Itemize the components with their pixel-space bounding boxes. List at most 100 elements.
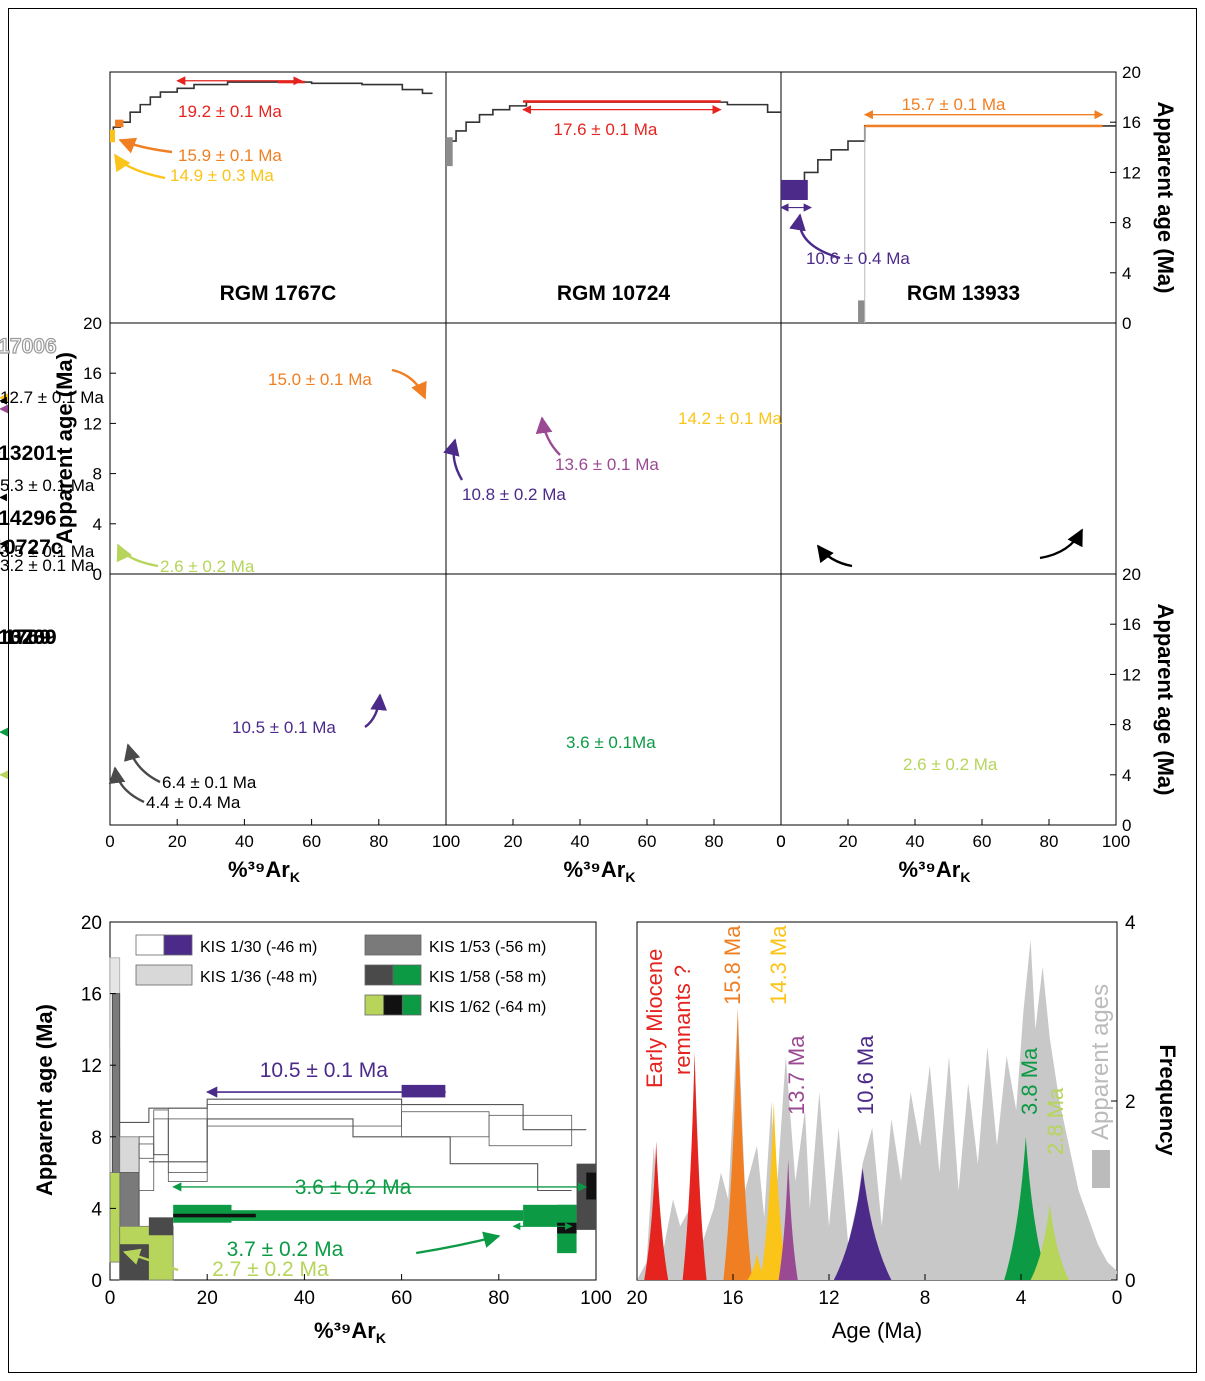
plateau-label-green: 3.6 ± 0.1Ma [566, 733, 656, 752]
x-tick-label: 8 [920, 1288, 931, 1309]
x-tick-label: 0 [776, 832, 785, 851]
peak-10-6 [833, 1168, 892, 1280]
x-tick-label: 20 [504, 832, 523, 851]
sample-name: RGM 13201 [0, 442, 57, 465]
kis162-black-step [173, 1213, 256, 1218]
legend-label: KIS 1/62 (-64 m) [429, 999, 546, 1016]
y-tick-label: 4 [1122, 766, 1131, 785]
x-tick-label: 60 [973, 832, 992, 851]
sample-name: RGM 1767C [220, 282, 337, 305]
y-tick-label: 12 [83, 414, 102, 433]
plateau-label-green: 3.7 ± 0.2 Ma [227, 1238, 344, 1261]
x-tick-label: 20 [839, 832, 858, 851]
sample-name: RGM 10724 [557, 282, 671, 305]
legend-label: KIS 1/36 (-48 m) [200, 969, 317, 986]
x-axis-label: %³⁹ArK [228, 857, 300, 885]
plateau-label-magenta: 13.6 ± 0.1 Ma [555, 455, 659, 474]
x-tick-label: 100 [1102, 832, 1130, 851]
peak-label-orange: 15.8 Ma [720, 925, 745, 1005]
legend-swatch [364, 994, 385, 1016]
x-tick-label: 0 [441, 832, 450, 851]
callout-purple [789, 213, 841, 260]
x-tick-label: 0 [776, 832, 785, 851]
callout-yellow [114, 153, 166, 180]
callout-dark [123, 743, 161, 784]
x-tick-label: 100 [580, 1288, 612, 1309]
kis162-lime-step [109, 1172, 121, 1263]
callout-dark [108, 766, 145, 804]
peak-early-miocene [682, 1051, 707, 1280]
peak-label-green: 3.8 Ma [1017, 1047, 1042, 1115]
peak-3-8 [1004, 1136, 1048, 1280]
plateau-label: 3.5 ± 0.1 Ma [0, 542, 95, 561]
y-tick-label: 4 [93, 515, 102, 534]
kis-outline-step [401, 1111, 490, 1138]
callout-orange [391, 368, 427, 400]
peak-label-magenta: 13.7 Ma [784, 1035, 809, 1115]
x-axis-label: %³⁹ArK [899, 857, 971, 885]
peak-14-3 [760, 1101, 787, 1280]
legend-swatch [364, 934, 422, 956]
plateau-label-green: 3.6 ± 0.2 Ma [295, 1176, 412, 1199]
peak-label-yellow: 14.3 Ma [766, 925, 791, 1005]
kis-outline-step [206, 1104, 402, 1127]
y-axis-label-right: Apparent age (Ma) [1153, 102, 1178, 294]
figure-frame [8, 8, 1197, 1373]
rgm13933-gray-step [858, 300, 865, 323]
legend-label: KIS 1/58 (-58 m) [429, 969, 546, 986]
plateau-label-lime: 2.7 ± 0.2 Ma [212, 1258, 329, 1281]
y-tick-label: 0 [1122, 314, 1131, 333]
callout-magenta [535, 416, 561, 456]
rgm1767c-yellow-step [110, 129, 116, 143]
sample-name: RGM 14296 [0, 507, 57, 530]
apparent-ages-area [637, 939, 1117, 1280]
spectra-grid-border [109, 71, 1117, 826]
x-tick-label: 20 [197, 1288, 218, 1309]
kis136-outline [148, 1118, 572, 1192]
sample-name: RGM 10739 [0, 626, 57, 649]
y-axis-label-left: Apparent age (Ma) [52, 352, 77, 544]
y-tick-label: 4 [1125, 913, 1136, 934]
y-tick-label: 16 [83, 364, 102, 383]
y-tick-label: 8 [1122, 716, 1131, 735]
y-tick-label: 16 [81, 985, 102, 1006]
plateau-label-orange: 15.7 ± 0.1 Ma [902, 95, 1006, 114]
x-tick-label: 12 [818, 1288, 839, 1309]
x-tick-label: 4 [1016, 1288, 1027, 1309]
legend-swatch [163, 934, 193, 956]
y-tick-label: 4 [91, 1199, 102, 1220]
kis153-step [112, 993, 121, 1173]
x-axis-label: %³⁹ArK [564, 857, 636, 885]
y-tick-label: 12 [1122, 665, 1141, 684]
y-tick-label: 12 [1122, 163, 1141, 182]
x-tick-label: 20 [626, 1288, 647, 1309]
x-tick-label: 80 [1040, 832, 1059, 851]
plateau-label-orange: 15.0 ± 0.1 Ma [268, 370, 372, 389]
peak-2-8 [1030, 1203, 1069, 1280]
legend-swatch [392, 964, 422, 986]
plateau-label-purple: 10.5 ± 0.1 Ma [260, 1059, 389, 1082]
callout-black [1039, 528, 1084, 560]
series-label: Apparent ages [1087, 984, 1114, 1140]
legend-swatch [401, 994, 422, 1016]
y-tick-label: 8 [93, 465, 102, 484]
y-tick-label: 0 [1125, 1271, 1136, 1292]
callout-lime [122, 1248, 179, 1272]
kis158-dark-step [119, 1244, 149, 1280]
x-tick-label: 40 [571, 832, 590, 851]
kis130-step [153, 1109, 169, 1156]
x-tick-label: 0 [1112, 1288, 1123, 1309]
x-tick-label: 0 [105, 832, 114, 851]
legend-label: KIS 1/30 (-46 m) [200, 939, 317, 956]
kis130-purple-plateau [401, 1084, 446, 1098]
kis158-dark-step [148, 1217, 174, 1236]
legend-label: KIS 1/53 (-56 m) [429, 939, 546, 956]
y-axis-label-right: Apparent age (Ma) [1153, 604, 1178, 796]
rgm13933-orange-plateau [864, 124, 1103, 128]
plateau-label: 4.4 ± 0.4 Ma [146, 793, 241, 812]
plateau-label: 5.3 ± 0.1 Ma [0, 476, 95, 495]
outline-sample-name: RGM 17006 [0, 335, 57, 358]
legend-swatch [383, 994, 403, 1016]
plateau-label-yellow: 14.9 ± 0.3 Ma [170, 166, 274, 185]
x-tick-label: 80 [705, 832, 724, 851]
